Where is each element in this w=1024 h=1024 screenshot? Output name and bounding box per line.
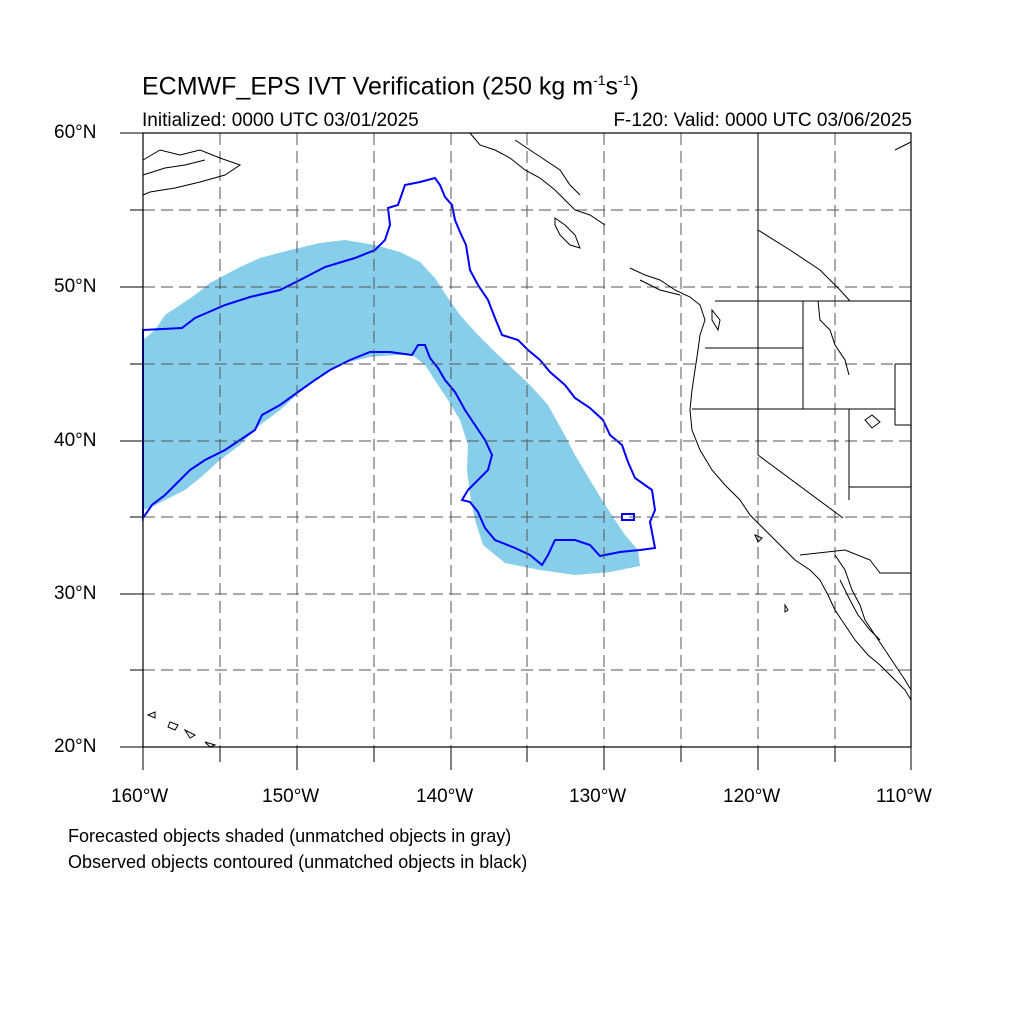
lon-label: 120°W <box>723 786 781 807</box>
observed-note: Observed objects contoured (unmatched ob… <box>68 852 528 872</box>
lon-label: 150°W <box>262 786 320 807</box>
lat-label: 30°N <box>54 583 97 604</box>
axis-ticks <box>120 132 912 770</box>
lon-label: 130°W <box>569 786 627 807</box>
lat-label: 50°N <box>54 276 97 297</box>
forecast-object <box>143 240 640 575</box>
lon-label: 110°W <box>876 786 932 807</box>
state-borders <box>692 133 911 574</box>
lat-label: 40°N <box>54 430 97 451</box>
coastlines <box>142 132 912 748</box>
initialized-time: Initialized: 0000 UTC 03/01/2025 <box>142 110 419 131</box>
observed-object-contour <box>142 176 657 567</box>
graticule <box>143 133 911 747</box>
lon-label: 160°W <box>111 786 169 807</box>
lon-label: 140°W <box>416 786 474 807</box>
valid-time: F-120: Valid: 0000 UTC 03/06/2025 <box>613 110 912 131</box>
forecast-note: Forecasted objects shaded (unmatched obj… <box>68 826 512 846</box>
map-title: ECMWF_EPS IVT Verification (250 kg m-1s-… <box>142 72 639 101</box>
lat-label: 60°N <box>54 122 97 143</box>
lat-label: 20°N <box>54 736 97 757</box>
observed-object-small-contour <box>621 513 635 521</box>
